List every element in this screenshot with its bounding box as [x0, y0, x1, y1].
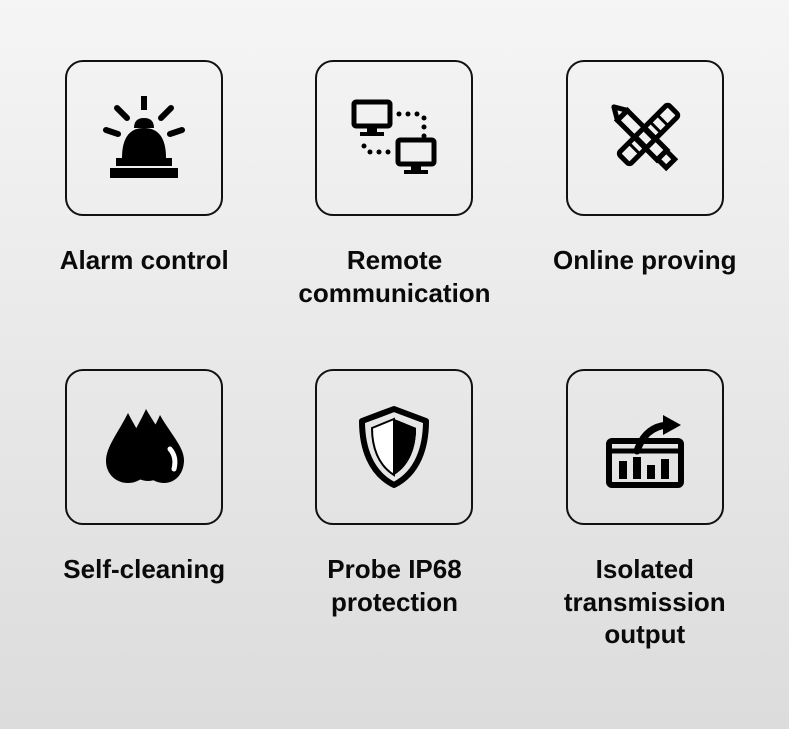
feature-label: Isolated transmission output — [551, 553, 739, 651]
feature-remote: Remote communication — [298, 60, 490, 309]
icon-box — [65, 60, 223, 216]
feature-clean: Self-cleaning — [50, 369, 238, 651]
feature-label: Online proving — [553, 244, 736, 277]
feature-output: Isolated transmission output — [551, 369, 739, 651]
alarm-icon — [94, 88, 194, 188]
feature-label: Self-cleaning — [63, 553, 225, 586]
icon-box — [315, 369, 473, 525]
shield-icon — [344, 397, 444, 497]
network-icon — [344, 88, 444, 188]
feature-proving: Online proving — [551, 60, 739, 309]
feature-label: Remote communication — [298, 244, 490, 309]
feature-label: Probe IP68 protection — [298, 553, 490, 618]
feature-grid: Alarm control Remo — [50, 60, 739, 651]
icon-box — [65, 369, 223, 525]
icon-box — [566, 60, 724, 216]
drops-icon — [94, 397, 194, 497]
icon-box — [315, 60, 473, 216]
icon-box — [566, 369, 724, 525]
feature-ip68: Probe IP68 protection — [298, 369, 490, 651]
feature-alarm: Alarm control — [50, 60, 238, 309]
feature-label: Alarm control — [60, 244, 229, 277]
export-icon — [595, 397, 695, 497]
tools-icon — [595, 88, 695, 188]
